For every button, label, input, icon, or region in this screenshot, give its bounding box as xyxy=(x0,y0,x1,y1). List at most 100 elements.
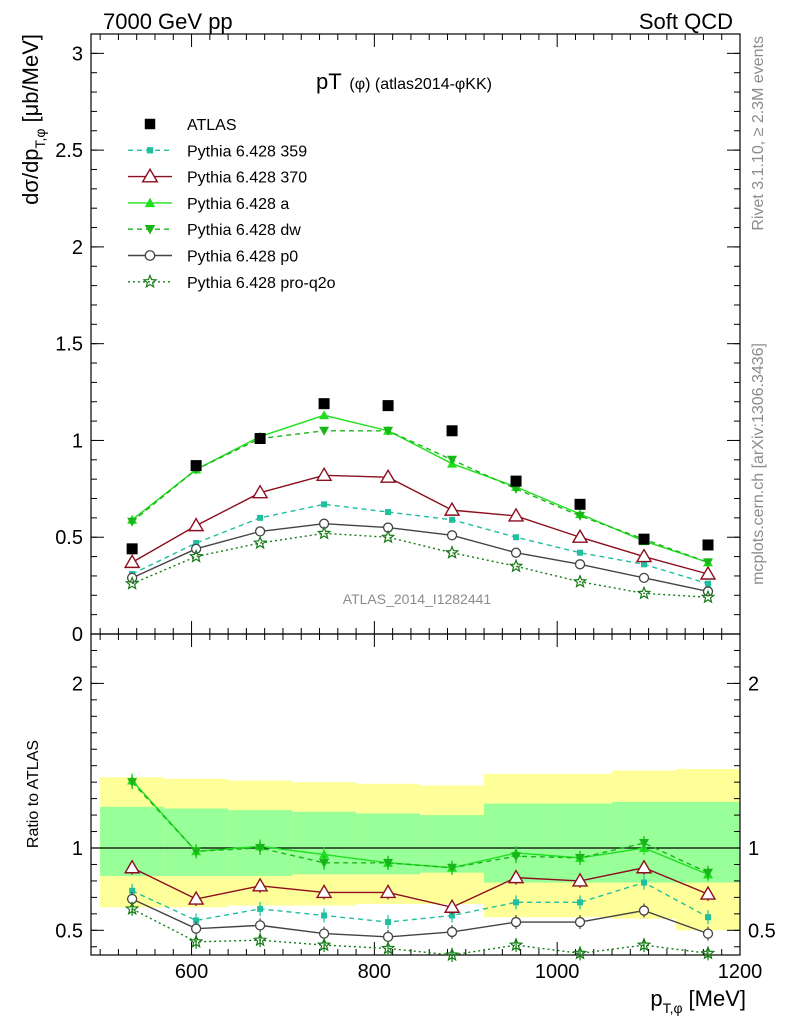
ratio-series-point xyxy=(190,923,202,934)
series-point xyxy=(705,580,712,587)
ratio-series-line xyxy=(131,908,709,956)
series-point xyxy=(444,545,460,559)
legend-marker xyxy=(141,167,159,183)
ratio-series-point xyxy=(319,849,330,859)
ratio-series-1 xyxy=(123,859,717,915)
legend-marker xyxy=(146,147,154,154)
ratio-series-point xyxy=(446,926,458,938)
upper-y-axis-label-sub: T,φ xyxy=(32,128,48,148)
legend-entry: ATLAS xyxy=(144,117,237,134)
series-point xyxy=(124,576,140,590)
series-point xyxy=(254,526,266,537)
series-point xyxy=(127,517,138,527)
ratio-series-point xyxy=(574,916,586,928)
ratio-series-point xyxy=(443,898,461,913)
atlas-data-point xyxy=(254,433,266,445)
x-tick-label: 600 xyxy=(175,961,208,983)
series-line xyxy=(131,430,709,564)
ratio-series-point xyxy=(702,928,714,939)
upper-series-layer xyxy=(123,410,717,604)
series-point xyxy=(636,585,652,600)
series-line xyxy=(131,414,709,564)
atlas-data-point xyxy=(126,543,138,555)
series-point xyxy=(641,561,648,568)
ratio-series-point xyxy=(572,945,588,960)
series-point xyxy=(380,529,396,544)
series-5 xyxy=(124,525,716,604)
ratio-series-point xyxy=(636,937,652,952)
atlas-data-point xyxy=(574,498,586,510)
series-point xyxy=(449,516,456,523)
legend-marker xyxy=(144,197,156,208)
y-tick-label: 0.5 xyxy=(55,920,83,942)
upper-y-axis-label: dσ/dpT,φ [μb/MeV] xyxy=(18,34,48,205)
series-point xyxy=(572,574,588,588)
rivet-version-label: Rivet 3.1.10, ≥ 2.3M events xyxy=(750,36,767,231)
series-point xyxy=(123,553,141,569)
y-tick-label-right: 0.5 xyxy=(748,920,776,942)
ratio-series-point xyxy=(571,872,589,887)
ratio-series-point xyxy=(257,905,264,912)
ratio-series-point xyxy=(315,884,333,899)
ratio-series-point xyxy=(699,885,717,900)
legend-entry: Pythia 6.428 a xyxy=(128,196,289,213)
series-point xyxy=(575,511,586,521)
series-point xyxy=(571,528,589,543)
upper-y-axis-label-unit: [μb/MeV] xyxy=(18,34,43,122)
series-point xyxy=(188,548,204,563)
series-point xyxy=(577,549,584,556)
stat-uncertainty-band-bin xyxy=(548,803,613,883)
series-1 xyxy=(123,466,717,580)
atlas-data-point xyxy=(318,398,330,410)
ratio-series-point xyxy=(252,932,268,947)
ratio-series-point xyxy=(510,916,522,928)
series-point xyxy=(187,517,205,532)
ratio-series-point xyxy=(382,931,394,943)
legend-entry: Pythia 6.428 p0 xyxy=(128,249,298,266)
series-point xyxy=(638,572,650,584)
plot-frame xyxy=(90,633,741,956)
ratio-series-point xyxy=(444,947,460,962)
ratio-series-point xyxy=(508,937,524,952)
atlas-data-point xyxy=(190,460,202,472)
atlas-data-points xyxy=(126,398,714,555)
legend-label: Pythia 6.428 359 xyxy=(187,143,307,160)
ratio-series-point xyxy=(188,934,204,949)
ratio-series-point xyxy=(380,940,396,955)
ratio-series-point xyxy=(705,914,712,921)
legend-label: Pythia 6.428 dw xyxy=(187,222,301,239)
series-point xyxy=(507,507,525,522)
ratio-series-point xyxy=(385,919,392,926)
legend-marker xyxy=(144,250,156,261)
series-point xyxy=(193,540,200,547)
y-tick-label-right: 2 xyxy=(748,673,759,695)
legend-label: Pythia 6.428 pro-q2o xyxy=(187,275,336,292)
ratio-series-point xyxy=(318,928,330,939)
ratio-series-5 xyxy=(124,901,716,962)
ratio-series-point xyxy=(513,899,520,906)
series-line xyxy=(131,532,709,598)
series-point xyxy=(508,558,524,573)
ratio-series-point xyxy=(321,912,328,919)
ratio-series-point xyxy=(129,887,136,894)
x-axis-label-unit: [MeV] xyxy=(689,986,746,1011)
ratio-series-point xyxy=(575,853,586,863)
ratio-series-line xyxy=(131,881,709,923)
legend-entry: Pythia 6.428 pro-q2o xyxy=(128,273,336,292)
series-point xyxy=(319,426,330,436)
series-4 xyxy=(126,518,714,597)
ratio-series-point xyxy=(635,859,653,874)
ratio-series-point xyxy=(187,890,205,905)
series-point xyxy=(574,559,586,570)
series-point xyxy=(700,589,716,604)
legend-entry: Pythia 6.428 359 xyxy=(128,143,307,160)
ratio-series-line xyxy=(131,898,709,938)
ratio-series-point xyxy=(124,901,140,916)
legend-marker xyxy=(144,225,156,235)
x-tick-label: 800 xyxy=(358,961,391,983)
x-axis-label-main: p xyxy=(650,986,662,1011)
y-tick-label: 1.5 xyxy=(55,334,83,356)
series-point xyxy=(383,426,394,436)
ratio-series-point xyxy=(254,920,266,931)
